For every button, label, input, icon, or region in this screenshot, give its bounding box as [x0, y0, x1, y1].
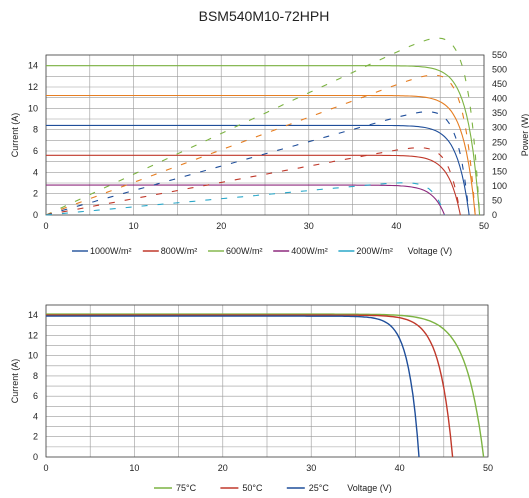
x-tick-label: 20: [218, 463, 228, 473]
y2-tick-label: 300: [492, 123, 507, 133]
legend-label: 600W/m²: [226, 246, 263, 256]
y2-tick-label: 0: [492, 210, 497, 220]
x-tick-label: 10: [129, 221, 139, 231]
iv-curve-600W/m²: [46, 124, 470, 216]
x-tick-label: 10: [129, 463, 139, 473]
legend-label: 1000W/m²: [90, 246, 132, 256]
x-tick-label: 0: [43, 221, 48, 231]
y2-tick-label: 50: [492, 195, 502, 205]
y-tick-label: 4: [33, 411, 38, 421]
iv-curve-75°C: [46, 313, 485, 458]
x-tick-label: 20: [216, 221, 226, 231]
y-tick-label: 12: [28, 82, 38, 92]
y2-tick-label: 450: [492, 79, 507, 89]
chart-title: BSM540M10-72HPH: [199, 8, 330, 24]
x-tick-label: 50: [479, 221, 489, 231]
y2-tick-label: 350: [492, 108, 507, 118]
y2-tick-label: 200: [492, 152, 507, 162]
iv-curve-800W/m²: [46, 94, 476, 216]
y-tick-label: 0: [33, 210, 38, 220]
y-tick-label: 6: [33, 146, 38, 156]
x-tick-label: 30: [306, 463, 316, 473]
pv-curve-600W/m²: [45, 111, 470, 216]
iv-curve-400W/m²: [46, 154, 461, 216]
legend-label: 75°C: [176, 483, 197, 493]
legend-label: 800W/m²: [161, 246, 198, 256]
y-tick-label: 8: [33, 371, 38, 381]
legend-label: 25°C: [309, 483, 330, 493]
y-tick-label: 6: [33, 391, 38, 401]
x-axis-label: Voltage (V): [347, 483, 392, 493]
y2-tick-label: 250: [492, 137, 507, 147]
y-tick-label: 2: [33, 189, 38, 199]
y-tick-label: 0: [33, 452, 38, 462]
legend-label: 400W/m²: [291, 246, 328, 256]
y-tick-label: 10: [28, 103, 38, 113]
x-tick-label: 40: [395, 463, 405, 473]
iv-curve-50°C: [46, 314, 454, 458]
y-tick-label: 8: [33, 125, 38, 135]
plot-frame: [45, 304, 489, 458]
y2-tick-label: 500: [492, 65, 507, 75]
iv-curve-1000W/m²: [46, 65, 481, 216]
chart-temperature: 0 10 20 30 40 50 0 2 4 6 8 10 12 14 Current (A) 75°C 50°…: [10, 304, 493, 493]
y-axis-label: Current (A): [10, 113, 20, 158]
plot-frame: [45, 54, 485, 216]
x-tick-label: 0: [43, 463, 48, 473]
x-tick-label: 30: [304, 221, 314, 231]
legend-label: 50°C: [242, 483, 263, 493]
pv-curve-200W/m²: [45, 182, 446, 216]
y-tick-label: 4: [33, 167, 38, 177]
y2-tick-label: 150: [492, 166, 507, 176]
y-tick-label: 12: [28, 330, 38, 340]
y2-tick-label: 100: [492, 181, 507, 191]
y2-tick-label: 550: [492, 50, 507, 60]
pv-curve-800W/m²: [45, 74, 476, 216]
y-tick-label: 14: [28, 310, 38, 320]
y-axis-label: Current (A): [10, 359, 20, 404]
legend-label: 200W/m²: [356, 246, 393, 256]
y2-tick-label: 400: [492, 94, 507, 104]
x-axis-label: Voltage (V): [408, 246, 453, 256]
pv-curve-400W/m²: [45, 147, 461, 216]
y2-axis-label: Power (W): [520, 114, 529, 157]
iv-curve-200W/m²: [46, 184, 446, 216]
y-tick-label: 10: [28, 351, 38, 361]
y-tick-label: 2: [33, 432, 38, 442]
y-tick-label: 14: [28, 61, 38, 71]
iv-curve-25°C: [46, 315, 420, 458]
x-tick-label: 40: [391, 221, 401, 231]
x-tick-label: 50: [483, 463, 493, 473]
